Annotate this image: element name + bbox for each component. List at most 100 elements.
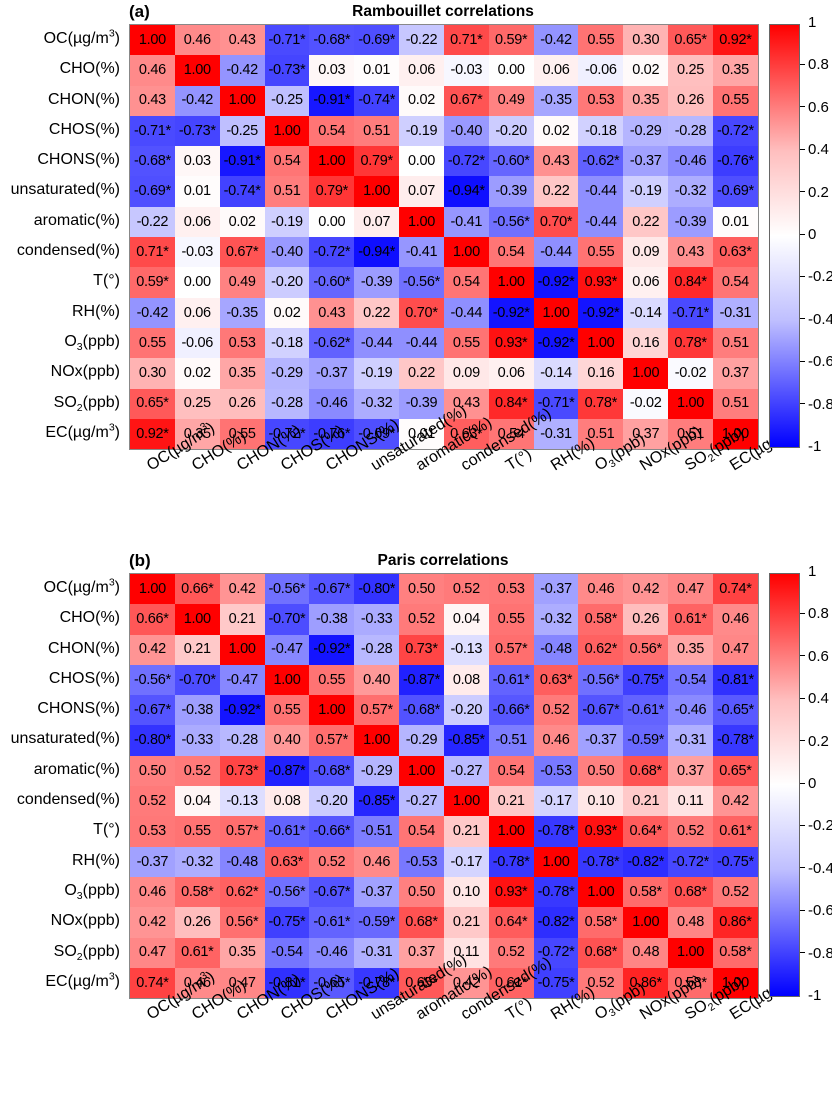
matrix-cell: 0.02	[399, 85, 444, 116]
matrix-cell: -0.03	[443, 55, 489, 86]
matrix-cell: -0.27	[399, 786, 444, 817]
colorbar-tick-label: 0.8	[808, 605, 829, 623]
matrix-cell: -0.28	[668, 115, 713, 147]
matrix-cell: 0.01	[399, 418, 444, 450]
matrix-cell: -0.72*	[533, 937, 579, 968]
matrix-cell: 0.58*	[174, 876, 220, 908]
colorbar-a	[769, 24, 800, 448]
matrix-cell: -0.56*	[129, 664, 175, 696]
matrix-cell: 0.43	[219, 24, 265, 56]
matrix-cell: -0.66*	[488, 695, 534, 726]
matrix-cell: 0.55	[578, 24, 624, 56]
matrix-cell: 0.54	[443, 267, 489, 298]
colorbar-tick-label: 0	[808, 775, 817, 792]
matrix-row: 0.66* 1.00 0.21 -0.70* -0.38 -0.33 0.52 0.04 0.5…	[129, 604, 759, 635]
matrix-cell: -0.53	[399, 846, 444, 877]
matrix-cell: 0.46	[174, 967, 220, 999]
row-label-10: O3(ppb)	[64, 332, 120, 354]
matrix-cell: -0.71*	[668, 297, 713, 328]
matrix-cell: 0.52	[129, 786, 175, 817]
matrix-cell: 0.62*	[219, 876, 265, 908]
panel-rambouillet: (a) Rambouillet correlations OC(µg/m3) CH…	[0, 0, 832, 549]
matrix-cell: 0.66*	[174, 573, 220, 605]
matrix-cell: 0.37	[623, 418, 669, 450]
matrix-cell: -0.56*	[264, 876, 310, 908]
matrix-cell: -0.92*	[533, 267, 579, 298]
matrix-cell: -0.71*	[264, 24, 310, 56]
matrix-cell: -0.41	[443, 206, 489, 238]
matrix-cell: -0.68*	[399, 695, 444, 726]
matrix-cell: -0.74*	[219, 176, 265, 207]
matrix-cell: -0.18	[578, 115, 624, 147]
matrix-cell: -0.41	[399, 237, 444, 268]
matrix-cell: -0.68*	[309, 755, 355, 787]
matrix-cell: -0.35	[219, 297, 265, 328]
matrix-row: 0.74* 0.46 0.47 -0.81* -0.65* -0.78* 0.65* 0.42…	[129, 967, 759, 999]
matrix-cell: -0.69*	[129, 176, 175, 207]
row-label-12: SO2(ppb)	[53, 393, 120, 414]
matrix-cell: -0.32	[354, 388, 400, 419]
matrix-cell: 0.68*	[668, 876, 713, 908]
matrix-cell: 0.02	[219, 206, 265, 238]
matrix-cell: -0.37	[354, 876, 400, 908]
matrix-cell: 0.43	[309, 297, 355, 328]
matrix-cell: -0.82*	[533, 907, 579, 938]
matrix-cell: 0.63*	[443, 418, 489, 450]
matrix-cell: 0.04	[443, 604, 489, 635]
matrix-cell: -0.65*	[712, 695, 759, 726]
matrix-cell: 0.26	[174, 907, 220, 938]
matrix-cell: -0.29	[264, 358, 310, 389]
matrix-cell: -0.06	[578, 55, 624, 86]
panel-b-column-labels: OC(µg/m3) CHO(%) CHON(%) CHOS(%) CHONS(%) uns…	[129, 951, 799, 1087]
colorbar-tick-label: -0.2	[808, 268, 832, 286]
matrix-cell: 0.42	[623, 573, 669, 605]
matrix-cell: 0.73*	[219, 755, 265, 787]
matrix-cell: 0.47	[668, 573, 713, 605]
colorbar-tick-4: 0.2	[800, 184, 829, 201]
matrix-cell: 0.52	[443, 573, 489, 605]
matrix-cell: -0.65*	[309, 967, 355, 999]
matrix-cell: 1.00	[578, 876, 624, 908]
matrix-cell: 1.00	[264, 115, 310, 147]
matrix-cell: 0.30	[129, 358, 175, 389]
matrix-cell: 0.35	[623, 85, 669, 116]
matrix-cell: 1.00	[668, 388, 713, 419]
matrix-cell: 0.65*	[668, 24, 713, 56]
colorbar-tick-5: 0	[800, 775, 816, 792]
matrix-cell: 0.70*	[533, 206, 579, 238]
matrix-cell: -0.20	[309, 786, 355, 817]
matrix-cell: 0.58*	[578, 604, 624, 635]
matrix-row: -0.42 0.06 -0.35 0.02 0.43 0.22 0.70* -0.44 -0.9…	[129, 297, 759, 328]
matrix-cell: -0.13	[219, 786, 265, 817]
matrix-cell: 0.16	[623, 327, 669, 359]
matrix-cell: -0.27	[443, 755, 489, 787]
matrix-cell: 0.54	[309, 115, 355, 147]
tick-mark-icon	[800, 867, 805, 869]
matrix-cell: 0.21	[443, 907, 489, 938]
matrix-cell: -0.62*	[578, 146, 624, 177]
matrix-cell: 0.67*	[219, 237, 265, 268]
matrix-cell: 0.56*	[219, 907, 265, 938]
matrix-cell: 0.55	[712, 85, 759, 116]
colorbar-tick-10: -1	[800, 987, 821, 1004]
colorbar-tick-0: 1	[800, 563, 816, 580]
matrix-cell: 0.55	[488, 604, 534, 635]
matrix-cell: -0.37	[309, 358, 355, 389]
row-label-4: CHONS(%)	[37, 700, 120, 718]
matrix-cell: 0.22	[399, 358, 444, 389]
matrix-cell: -0.29	[623, 115, 669, 147]
matrix-row: -0.22 0.06 0.02 -0.19 0.00 0.07 1.00 -0.41 -0.56…	[129, 206, 759, 238]
colorbar-tick-2: 0.6	[800, 99, 829, 116]
matrix-cell: 0.84*	[668, 267, 713, 298]
tick-mark-icon	[800, 782, 805, 784]
matrix-cell: -0.92*	[578, 297, 624, 328]
colorbar-b-ticks: 1 0.8 0.6 0.4 0.2 0 -0.2 -0.4 -0.6 -0.8 -1	[800, 563, 832, 1004]
matrix-cell: 0.62*	[578, 634, 624, 665]
matrix-cell: 0.06	[533, 55, 579, 86]
matrix-cell: -0.73*	[174, 115, 220, 147]
tick-mark-icon	[800, 148, 805, 150]
panel-a-row-labels: OC(µg/m3) CHO(%) CHON(%) CHOS(%) CHONS(%) uns…	[0, 24, 125, 448]
matrix-cell: -0.85*	[443, 725, 489, 756]
row-label-12: SO2(ppb)	[53, 942, 120, 963]
matrix-cell: 0.57*	[309, 725, 355, 756]
